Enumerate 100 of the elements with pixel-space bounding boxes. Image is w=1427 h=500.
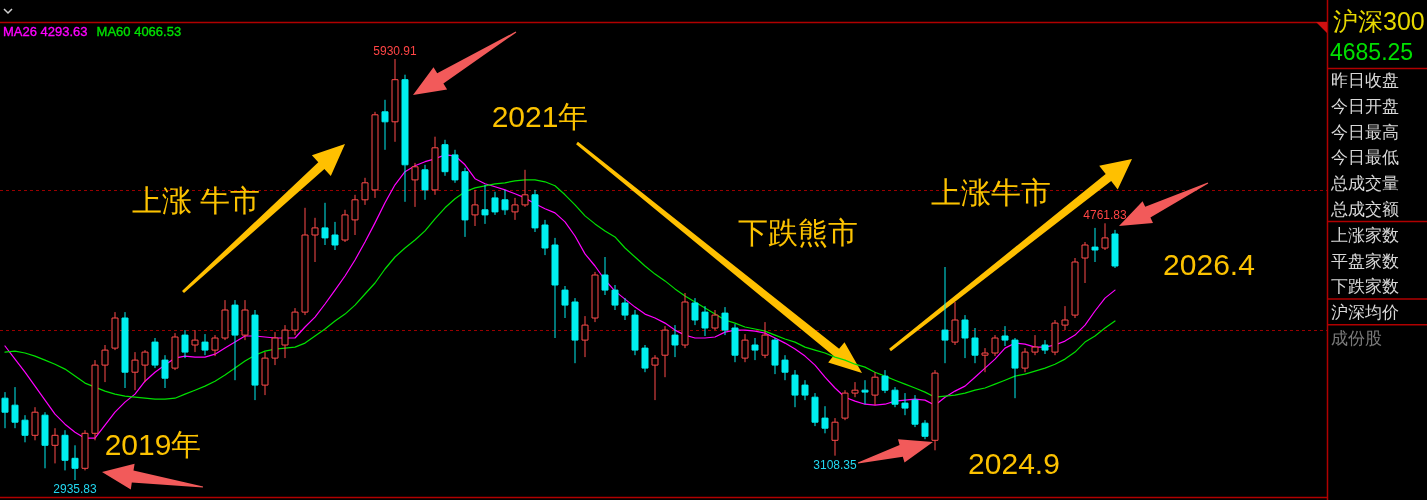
candlestick (331, 221, 339, 251)
candlestick (321, 202, 329, 246)
annotation: 2024.9 (968, 447, 1060, 480)
candlestick (591, 271, 599, 323)
candlestick (371, 111, 379, 199)
candlestick (11, 386, 19, 429)
candlestick (341, 209, 349, 243)
candlestick (851, 381, 859, 398)
candlestick (151, 337, 159, 369)
text: 总成交额 (1330, 200, 1399, 219)
candlestick (251, 309, 259, 401)
candlestick (701, 305, 709, 337)
candlestick (421, 164, 429, 201)
candlestick (811, 392, 819, 427)
candlestick (741, 333, 749, 363)
candlestick (241, 299, 249, 341)
candlestick (661, 325, 669, 378)
text: 昨日收盘 (1331, 71, 1399, 90)
candlestick (491, 191, 499, 216)
candlestick (281, 324, 289, 359)
candlestick (71, 444, 79, 481)
text: 2026.4 (1163, 248, 1255, 281)
candlestick (21, 414, 29, 443)
candlestick (671, 324, 679, 358)
candlestick (871, 371, 879, 406)
candlestick (1041, 339, 1049, 355)
candlestick (361, 177, 369, 206)
annotation: 2935.83 (53, 482, 98, 496)
text: 沪深300 (1333, 7, 1425, 35)
candlestick (441, 139, 449, 177)
candlestick (1001, 325, 1009, 347)
candlestick (191, 329, 199, 353)
candlestick (991, 334, 999, 357)
annotation: 下跌熊市 (738, 216, 858, 249)
candlestick (821, 405, 829, 434)
candlestick (941, 266, 949, 364)
candlestick (1021, 347, 1029, 373)
candlestick (391, 58, 399, 143)
candlestick (791, 369, 799, 408)
text: 平盘家数 (1331, 251, 1399, 271)
candlestick (381, 99, 389, 151)
text: 今日最低 (1331, 148, 1399, 168)
candlestick (51, 427, 59, 464)
candlestick (301, 207, 309, 316)
text: 总成交量 (1330, 174, 1399, 194)
candlestick (561, 285, 569, 319)
text: MA26 4293.63 (3, 24, 88, 39)
text: 今日开盘 (1331, 96, 1399, 116)
candlestick (481, 184, 489, 225)
candlestick (61, 429, 69, 471)
candlestick (1051, 319, 1059, 356)
candlestick (181, 329, 189, 359)
candlestick (1091, 227, 1099, 263)
candlestick (981, 347, 989, 373)
annotation: 2019年 (104, 428, 202, 461)
text: 上涨家数 (1331, 225, 1399, 245)
candlestick (911, 394, 919, 428)
candlestick (751, 337, 759, 361)
candlestick (121, 311, 129, 389)
candlestick (1111, 229, 1119, 269)
candlestick (651, 354, 659, 401)
candlestick (171, 332, 179, 371)
candlestick (601, 256, 609, 296)
candlestick (921, 419, 929, 440)
annotation: 4761.83 (1083, 208, 1127, 223)
candlestick (681, 292, 689, 349)
candlestick (81, 429, 89, 471)
candlestick (461, 167, 469, 238)
candlestick (261, 351, 269, 396)
candlestick (931, 369, 939, 451)
candlestick (691, 297, 699, 326)
candlestick (831, 417, 839, 457)
candlestick (431, 136, 439, 196)
text: 成份股 (1331, 329, 1382, 348)
candlestick (101, 344, 109, 383)
candlestick (1061, 305, 1069, 331)
annotation: 3108.35 (813, 457, 857, 472)
candlestick (801, 379, 809, 401)
text: 今日最高 (1331, 122, 1399, 142)
text: 下跌家数 (1331, 277, 1399, 297)
candlestick (1071, 257, 1079, 319)
text: 4685.25 (1330, 39, 1414, 65)
candlestick (961, 314, 969, 359)
annotation: 上涨牛市 (931, 176, 1051, 209)
candlestick (531, 189, 539, 233)
candlestick (771, 337, 779, 375)
candlestick (1081, 241, 1089, 284)
candlestick (471, 189, 479, 227)
candlestick (351, 194, 359, 236)
candlestick (1011, 337, 1019, 399)
candlestick (841, 389, 849, 421)
annotation: 上涨 牛市 (131, 184, 261, 217)
candlestick (1101, 222, 1109, 251)
candlestick (511, 197, 519, 221)
annotation: 2021年 (491, 100, 589, 133)
candlestick (41, 411, 49, 469)
candlestick (451, 149, 459, 184)
candlestick (1, 391, 9, 429)
candlestick (141, 349, 149, 383)
candlestick (711, 309, 719, 331)
